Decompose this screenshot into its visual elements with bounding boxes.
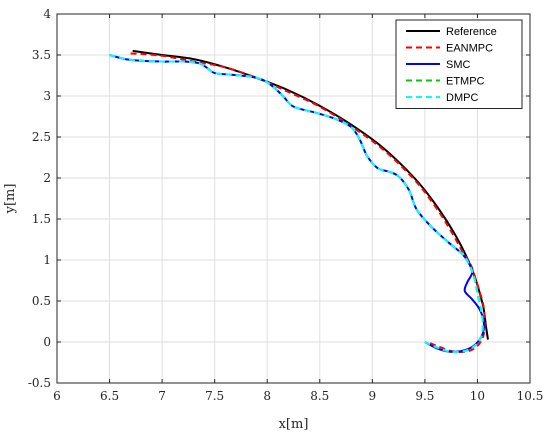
y-tick-label: 1.5 xyxy=(32,212,51,226)
series-line-eanmpc xyxy=(130,52,486,354)
x-tick-label: 8 xyxy=(263,389,271,403)
plot-border xyxy=(56,13,531,384)
y-axis-label: y[m] xyxy=(3,184,18,215)
y-tick-label: 2.5 xyxy=(32,130,51,144)
legend: Reference EANMPC SMC ETMPC DMPC xyxy=(395,19,523,109)
x-tick-label: 7 xyxy=(158,389,166,403)
x-tick-label: 9 xyxy=(369,389,377,403)
x-tick-label: 6 xyxy=(53,389,61,403)
x-tick-label: 9.5 xyxy=(415,389,434,403)
x-tick-label: 8.5 xyxy=(310,389,329,403)
x-tick-label: 6.5 xyxy=(100,389,119,403)
series-layer xyxy=(109,49,489,354)
legend-label-dmpc: DMPC xyxy=(446,92,478,104)
y-tick-label: 1 xyxy=(43,253,51,267)
grid-lines xyxy=(56,13,531,384)
y-tick-label: 0.5 xyxy=(32,294,51,308)
x-tick-label: 10 xyxy=(470,389,485,403)
x-tick-label: 7.5 xyxy=(205,389,224,403)
legend-label-smc: SMC xyxy=(446,59,471,71)
x-tick-label: 10.5 xyxy=(517,389,544,403)
legend-label-etmpc: ETMPC xyxy=(446,76,485,88)
y-tick-label: 3.5 xyxy=(32,48,51,62)
legend-label-eanmpc: EANMPC xyxy=(446,43,493,55)
series-line-dmpc xyxy=(109,54,484,354)
y-tick-label: 2 xyxy=(43,171,51,185)
axis-ticks: 6 6.5 7 7.5 8 8.5 9 9.5 10 10.5 -0.5 0 0.5 1 1.5 2 2.5 3 3… xyxy=(28,7,544,403)
x-axis-label: x[m] xyxy=(279,417,309,432)
y-tick-label: 3 xyxy=(43,89,51,103)
y-tick-label: 4 xyxy=(43,7,51,21)
y-tick-label: -0.5 xyxy=(28,376,51,390)
legend-label-reference: Reference xyxy=(446,26,497,38)
y-tick-label: 0 xyxy=(43,335,51,349)
